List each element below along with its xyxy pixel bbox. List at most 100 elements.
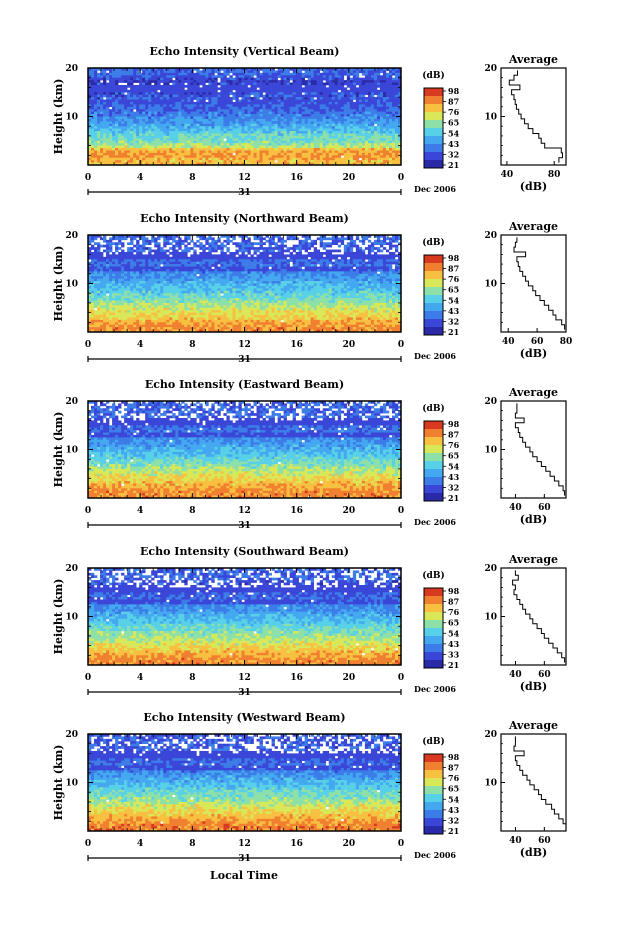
heatmap-cell (380, 254, 383, 257)
heatmap-cell (347, 97, 350, 100)
heatmap-cell (154, 119, 157, 122)
heatmap-cell (356, 247, 359, 250)
heatmap-cell (178, 70, 181, 73)
heatmap-cell (166, 109, 169, 112)
heatmap-cell (320, 138, 323, 141)
heatmap-cell (136, 252, 139, 255)
heatmap-cell (347, 124, 350, 127)
heatmap-cell (112, 78, 115, 81)
heatmap-cell (136, 117, 139, 120)
heatmap-cell (254, 112, 257, 115)
heatmap-cell (217, 131, 220, 134)
heatmap-cell (190, 78, 193, 81)
heatmap-cell (235, 117, 238, 120)
heatmap-cell (269, 78, 272, 81)
heatmap-cell (214, 80, 217, 83)
heatmap-cell (329, 126, 332, 129)
heatmap-cell (377, 73, 380, 76)
heatmap-cell (377, 102, 380, 105)
heatmap-cell (329, 95, 332, 98)
heatmap-cell (275, 85, 278, 88)
heatmap-cell (217, 126, 220, 129)
heatmap-cell (248, 133, 251, 136)
heatmap-cell (232, 83, 235, 86)
heatmap-cell (308, 148, 311, 151)
heatmap-cell (172, 124, 175, 127)
heatmap-cell (139, 153, 142, 156)
heatmap-cell (211, 104, 214, 107)
heatmap-cell (241, 247, 244, 250)
heatmap-cell (91, 112, 94, 115)
heatmap-cell (314, 109, 317, 112)
heatmap-cell (392, 73, 395, 76)
heatmap-cell (148, 92, 151, 95)
heatmap-cell (374, 97, 377, 100)
heatmap-cell (154, 78, 157, 81)
heatmap-cell (223, 85, 226, 88)
heatmap-cell (202, 73, 205, 76)
heatmap-cell (208, 148, 211, 151)
heatmap-cell (377, 250, 380, 253)
heatmap-cell (184, 254, 187, 257)
heatmap-cell (296, 247, 299, 250)
heatmap-cell (278, 247, 281, 250)
heatmap-cell (356, 153, 359, 156)
heatmap-cell (323, 100, 326, 103)
heatmap-cell (365, 83, 368, 86)
heatmap-cell (254, 90, 257, 93)
heatmap-cell (241, 148, 244, 151)
heatmap-cell (184, 247, 187, 250)
heatmap-cell (281, 254, 284, 257)
heatmap-cell (383, 75, 386, 78)
heatmap-cell (266, 143, 269, 146)
heatmap-cell (368, 136, 371, 139)
heatmap-cell (235, 150, 238, 153)
heatmap-cell (241, 124, 244, 127)
heatmap-cell (199, 245, 202, 248)
heatmap-cell (371, 112, 374, 115)
heatmap-cell (172, 250, 175, 253)
heatmap-cell (118, 148, 121, 151)
heatmap-cell (208, 136, 211, 139)
heatmap-cell (181, 114, 184, 117)
heatmap-cell (163, 73, 166, 76)
heatmap-cell (172, 257, 175, 260)
heatmap-cell (115, 124, 118, 127)
heatmap-cell (199, 104, 202, 107)
heatmap-cell (260, 245, 263, 248)
heatmap-cell (103, 121, 106, 124)
heatmap-cell (217, 112, 220, 115)
heatmap-cell (362, 92, 365, 95)
heatmap-cell (124, 252, 127, 255)
heatmap-cell (245, 109, 248, 112)
heatmap-cell (392, 146, 395, 149)
heatmap-cell (293, 133, 296, 136)
heatmap-cell (359, 150, 362, 153)
heatmap-cell (260, 109, 263, 112)
heatmap-cell (347, 112, 350, 115)
heatmap-cell (121, 117, 124, 120)
heatmap-cell (232, 155, 235, 158)
heatmap-cell (142, 124, 145, 127)
heatmap-cell (124, 102, 127, 105)
heatmap-cell (238, 148, 241, 151)
heatmap-cell (130, 121, 133, 124)
heatmap-cell (320, 75, 323, 78)
heatmap-cell (118, 158, 121, 161)
heatmap-cell (199, 78, 202, 81)
heatmap-cell (320, 242, 323, 245)
heatmap-cell (133, 100, 136, 103)
heatmap-cell (169, 117, 172, 120)
heatmap-cell (148, 124, 151, 127)
heatmap-cell (341, 78, 344, 81)
heatmap-cell (296, 70, 299, 73)
heatmap-cell (166, 75, 169, 78)
heatmap-cell (178, 242, 181, 245)
heatmap-cell (145, 129, 148, 132)
heatmap-cell (275, 131, 278, 134)
heatmap-cell (157, 83, 160, 86)
heatmap-cell (100, 121, 103, 124)
heatmap-cell (133, 250, 136, 253)
heatmap-cell (184, 80, 187, 83)
heatmap-cell (269, 131, 272, 134)
